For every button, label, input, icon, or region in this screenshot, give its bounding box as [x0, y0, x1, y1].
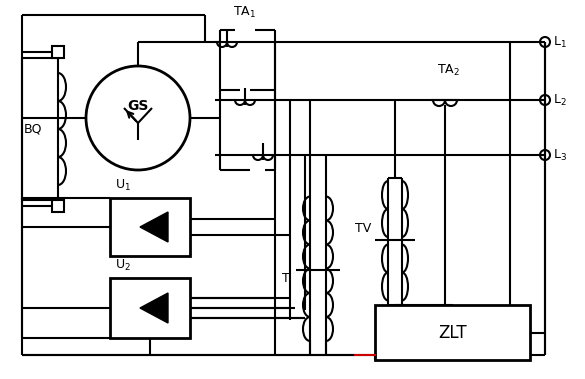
- Text: L$_1$: L$_1$: [553, 34, 567, 50]
- Text: TA$_2$: TA$_2$: [437, 63, 460, 78]
- Text: TV: TV: [355, 222, 371, 235]
- Text: GS: GS: [128, 99, 149, 113]
- Bar: [375, 305, 530, 360]
- Polygon shape: [140, 293, 168, 323]
- Text: U$_1$: U$_1$: [115, 178, 131, 193]
- Bar: [52, 46, 64, 58]
- Text: T: T: [282, 272, 290, 285]
- Text: ZLT: ZLT: [438, 324, 467, 341]
- Text: BQ: BQ: [24, 122, 43, 136]
- Text: L$_2$: L$_2$: [553, 92, 567, 108]
- Text: U$_2$: U$_2$: [115, 258, 131, 273]
- Text: L$_3$: L$_3$: [553, 147, 567, 163]
- Text: TA$_1$: TA$_1$: [233, 5, 256, 20]
- Bar: [110, 198, 190, 256]
- Polygon shape: [140, 212, 168, 242]
- Bar: [110, 278, 190, 338]
- Bar: [52, 200, 64, 212]
